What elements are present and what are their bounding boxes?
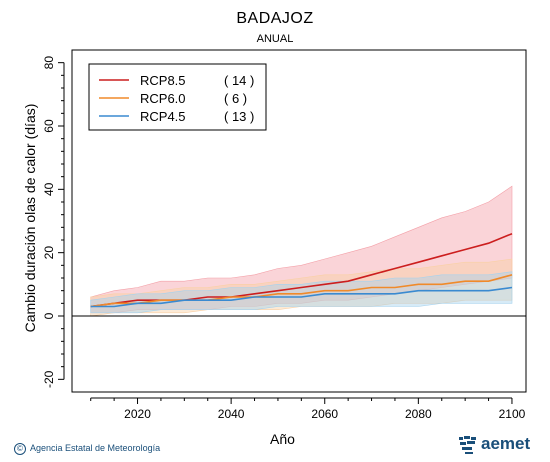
aemet-logo-icon [459, 436, 476, 454]
y-tick-label: 80 [42, 56, 56, 70]
plot-frame [71, 49, 527, 393]
y-tick-label: 40 [42, 182, 56, 196]
legend-count: ( 6 ) [224, 91, 247, 106]
series-band-rcp45 [90, 271, 513, 314]
aemet-logo-text: aemet [481, 434, 531, 453]
chart-subtitle: ANUAL [256, 33, 294, 45]
legend-box [88, 63, 267, 131]
x-tick-label: 2100 [499, 407, 526, 421]
x-tick-label: 2080 [405, 407, 432, 421]
series-line-rcp45 [90, 286, 513, 308]
legend-label: RCP4.5 [140, 109, 186, 124]
legend-label: RCP8.5 [140, 73, 186, 88]
y-tick-label: 20 [42, 246, 56, 260]
series-line-rcp60 [90, 274, 513, 308]
chart-title: BADAJOZ [236, 10, 314, 27]
x-tick-label: 2020 [124, 407, 151, 421]
y-tick-label: -20 [42, 370, 56, 388]
x-tick-label: 2060 [311, 407, 338, 421]
y-tick-label: 0 [42, 312, 56, 319]
x-axis-label: Año [270, 431, 295, 447]
y-axis-label: Cambio duración olas de calor (días) [22, 103, 38, 333]
legend-count: ( 13 ) [224, 109, 254, 124]
agency-name: Agencia Estatal de Meteorología [30, 443, 161, 453]
y-tick-label: 60 [42, 119, 56, 133]
legend-count: ( 14 ) [224, 73, 254, 88]
legend-label: RCP6.0 [140, 91, 186, 106]
agency-credit: © Agencia Estatal de Meteorología [14, 443, 160, 455]
copyright-icon: © [14, 443, 26, 455]
x-tick-label: 2040 [218, 407, 245, 421]
